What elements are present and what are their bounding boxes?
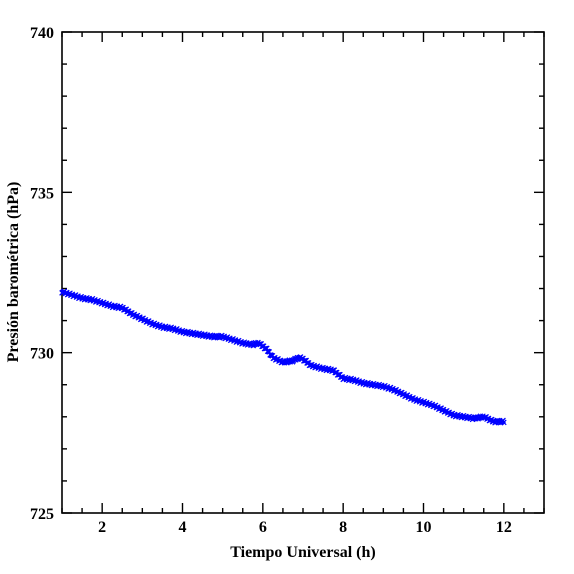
- x-tick-labels: 2 4 6 8 10 12: [98, 519, 512, 536]
- y-tick-label: 740: [30, 25, 54, 42]
- y-tick-labels: 725 730 735 740: [30, 25, 54, 523]
- y-axis-label: Presión barométrica (hPa): [5, 182, 22, 363]
- plot-frame: [61, 31, 545, 514]
- x-tick-label: 10: [416, 519, 432, 536]
- y-tick-label: 735: [30, 185, 54, 202]
- y-tick-label: 725: [30, 506, 54, 523]
- x-tick-label: 4: [179, 519, 187, 536]
- x-axis-label: Tiempo Universal (h): [230, 544, 375, 561]
- x-tick-label: 12: [496, 519, 512, 536]
- data-point-stroke: [266, 349, 273, 355]
- data-point-stroke: [501, 419, 507, 426]
- data-point-stroke: [264, 345, 270, 352]
- x-tick-label: 8: [339, 519, 347, 536]
- x-tick-label: 2: [98, 519, 106, 536]
- data-point-stroke: [500, 417, 506, 424]
- y-tick-label: 730: [30, 346, 54, 363]
- x-tick-label: 6: [259, 519, 267, 536]
- data-points: [59, 288, 507, 426]
- axis-ticks: [61, 31, 545, 514]
- data-point: [501, 419, 507, 426]
